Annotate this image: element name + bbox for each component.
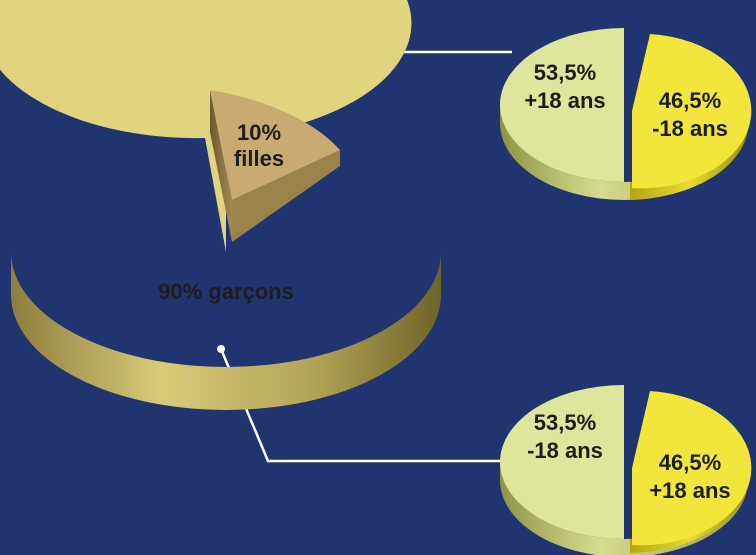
label-garcons: 90% garçons [158,279,294,304]
label-bottom-slice-1-age: -18 ans [527,438,603,463]
pie-top-slice-1 [499,27,624,183]
connector-dot-garcons [217,345,225,353]
label-top-slice-1-pct: 53,5% [534,60,596,85]
pie-slice-filles [210,90,340,200]
pie-bottom-slice-2 [632,391,752,546]
label-filles-name: filles [234,146,284,171]
label-bottom-slice-2-age: +18 ans [649,478,730,503]
label-bottom-slice-1-pct: 53,5% [534,410,596,435]
pie-bottom-slice-1 [500,385,624,539]
main-pie-side [11,252,441,410]
label-filles-pct: 10% [237,120,281,145]
label-bottom-slice-2-pct: 46,5% [659,450,721,475]
pie-top-slice-2 [632,34,752,189]
label-top-slice-2-pct: 46,5% [659,88,721,113]
pie-slice-garcons [0,0,412,252]
pie-slice-filles-side [210,90,232,242]
pie-slice-filles-front [232,150,340,242]
label-top-slice-2-age: -18 ans [652,116,728,141]
label-top-slice-1-age: +18 ans [524,88,605,113]
